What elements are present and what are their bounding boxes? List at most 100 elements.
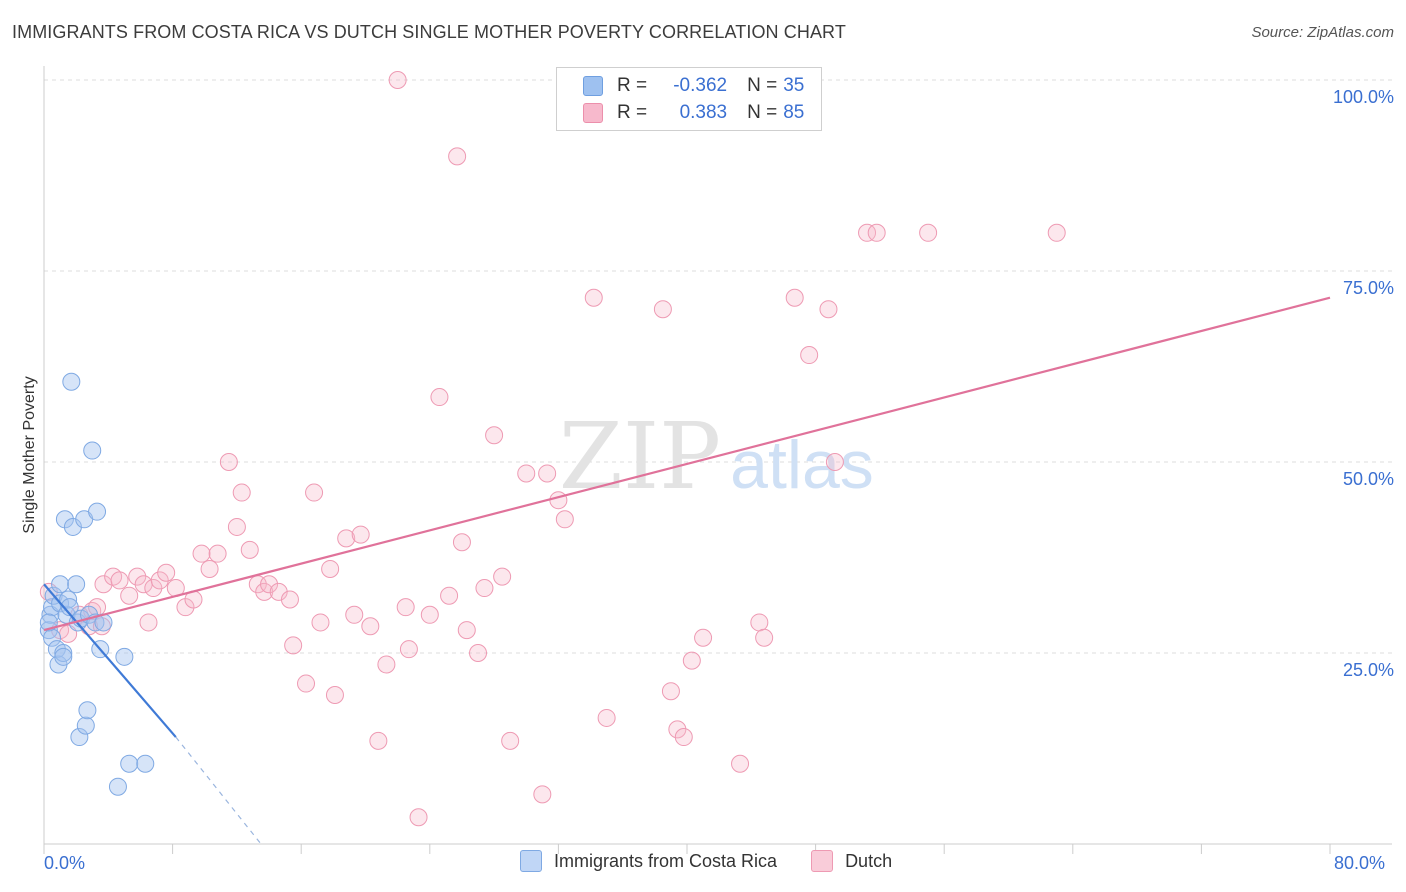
costa-rica-point: [62, 372, 81, 391]
dutch-point: [280, 590, 299, 609]
dutch-point: [448, 147, 467, 166]
dutch-point: [919, 223, 938, 242]
dutch-point: [457, 621, 476, 640]
dutch-point: [305, 483, 324, 502]
dutch-point: [144, 579, 163, 598]
series-legend: Immigrants from Costa Rica Dutch: [520, 850, 892, 872]
dutch-point: [430, 388, 449, 407]
dutch-point: [345, 605, 364, 624]
costa-rica-point: [67, 575, 86, 594]
legend-r-label: R =: [617, 102, 648, 123]
trend-lines: [43, 296, 1331, 845]
dutch-point: [731, 754, 750, 773]
dutch-point: [311, 613, 330, 632]
watermark-zip: ZIP: [559, 403, 721, 510]
legend-r-value: 0.383: [679, 102, 728, 123]
dutch-point: [668, 720, 687, 739]
dutch-point: [200, 559, 219, 578]
dutch-point: [694, 628, 713, 647]
dutch-point: [321, 559, 340, 578]
dutch-points: [39, 71, 1066, 827]
dutch-point: [232, 483, 251, 502]
dutch-point: [800, 346, 819, 365]
legend-swatch-dutch: [583, 103, 603, 123]
dutch-point: [361, 617, 380, 636]
legend-n-label: N =: [747, 102, 778, 123]
costa-rica-point: [88, 502, 107, 521]
costa-rica-point: [108, 777, 127, 796]
dutch-point: [555, 510, 574, 529]
dutch-point: [260, 575, 279, 594]
dutch-point: [858, 223, 877, 242]
dutch-point: [227, 517, 246, 536]
dutch-point: [469, 644, 488, 662]
costa-rica-point: [54, 647, 73, 666]
dutch-point: [682, 651, 701, 670]
legend-n-value: 35: [783, 75, 805, 96]
costa-rica-point: [43, 628, 62, 647]
dutch-point: [325, 686, 344, 705]
dutch-point: [399, 640, 418, 659]
legend-row-dutch: R = 0.383 N = 85: [583, 100, 804, 126]
dutch-point: [597, 708, 616, 727]
costa-rica-point: [76, 716, 95, 735]
costa-rica-points: [39, 372, 155, 796]
dutch-point: [351, 525, 370, 544]
y-tick-100: 100.0%: [1332, 87, 1394, 107]
legend-swatch-dutch: [811, 850, 834, 872]
costa-rica-point: [51, 575, 70, 594]
dutch-point: [501, 731, 520, 750]
dutch-point: [337, 529, 356, 548]
costa-rica-trend-extension: [175, 736, 262, 845]
dutch-point: [825, 453, 844, 471]
dutch-point: [139, 613, 158, 632]
dutch-point: [420, 605, 439, 624]
watermark-atlas: atlas: [730, 427, 874, 503]
legend-r-value: -0.362: [673, 75, 728, 96]
axes: [43, 66, 1392, 854]
dutch-point: [208, 544, 227, 563]
dutch-point: [284, 636, 303, 655]
legend-swatch-costa-rica: [583, 76, 603, 96]
dutch-point: [452, 533, 471, 552]
y-tick-25: 25.0%: [1342, 660, 1394, 680]
dutch-point: [653, 300, 672, 319]
dutch-point: [755, 628, 774, 647]
dutch-point: [493, 567, 512, 586]
dutch-point: [1047, 223, 1066, 242]
dutch-point: [440, 586, 459, 605]
costa-rica-point: [78, 701, 97, 720]
legend-n-value: 85: [783, 102, 805, 123]
legend-row-costa-rica: R = -0.362 N = 35: [583, 73, 804, 99]
dutch-point: [369, 731, 388, 750]
dutch-point: [785, 288, 804, 307]
dutch-point: [120, 586, 139, 605]
costa-rica-point: [120, 754, 139, 773]
dutch-point: [584, 288, 603, 307]
y-tick-75: 75.0%: [1342, 278, 1394, 298]
source-credit: Source: ZipAtlas.com: [1251, 24, 1394, 41]
dutch-point: [867, 223, 886, 242]
costa-rica-point: [54, 644, 73, 662]
dutch-point: [517, 464, 536, 483]
legend-label-dutch: Dutch: [845, 850, 893, 871]
dutch-point: [533, 785, 552, 804]
dutch-point: [396, 598, 415, 617]
x-tick-min: 0.0%: [44, 853, 86, 873]
costa-rica-point: [83, 441, 102, 460]
legend-label-costa-rica: Immigrants from Costa Rica: [554, 850, 778, 871]
legend-swatch-costa-rica: [520, 850, 542, 872]
dutch-point: [388, 71, 407, 89]
watermark: ZIP atlas: [559, 403, 874, 510]
stats-legend: R = -0.362 N = 35 R = 0.383 N = 85: [556, 67, 822, 131]
dutch-trend-line: [43, 296, 1331, 632]
costa-rica-point: [70, 728, 89, 747]
x-tick-max: 80.0%: [1334, 853, 1386, 873]
dutch-point: [661, 682, 680, 701]
costa-rica-point: [41, 605, 60, 624]
dutch-point: [674, 728, 693, 747]
costa-rica-point: [136, 754, 155, 773]
chart-title: IMMIGRANTS FROM COSTA RICA VS DUTCH SING…: [12, 22, 846, 42]
legend-r-label: R =: [617, 75, 648, 96]
